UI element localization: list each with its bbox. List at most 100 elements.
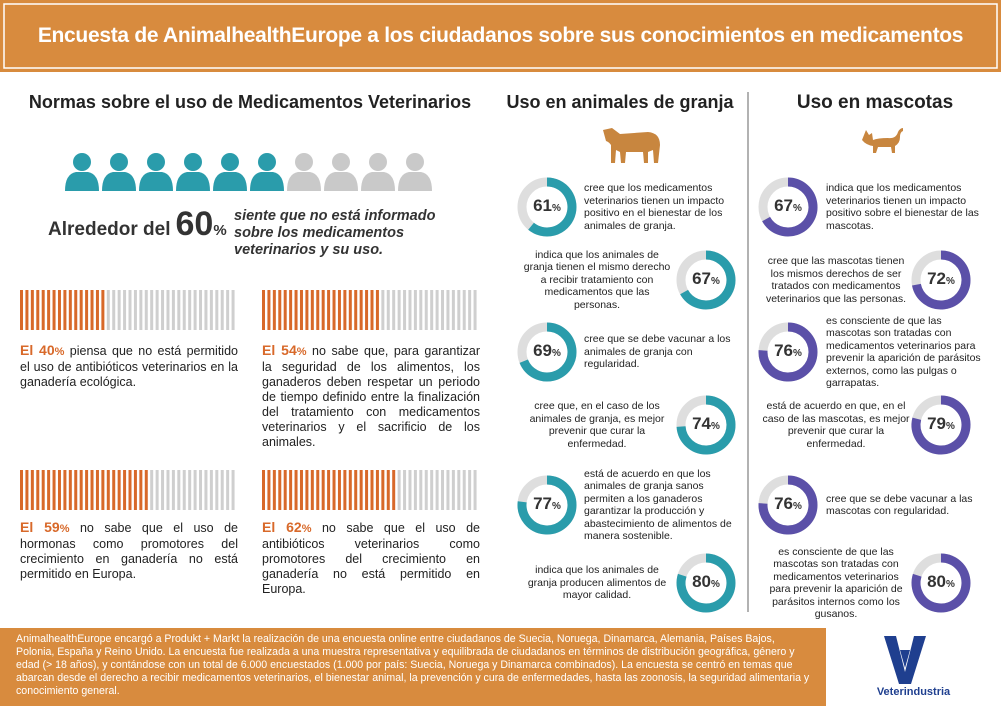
stripe-empty (397, 290, 401, 330)
item-text: es consciente de que las mascotas son tr… (762, 543, 910, 623)
stripe-filled (95, 290, 99, 330)
stripe-filled (25, 290, 29, 330)
stripe-filled (348, 290, 352, 330)
donut-arc (517, 475, 577, 535)
stripe-filled (354, 470, 358, 510)
stripe-empty (441, 290, 445, 330)
donut-unit: % (793, 203, 802, 214)
headline-value: 60 (175, 205, 214, 243)
person-icon (176, 153, 210, 191)
stripe-filled (41, 470, 45, 510)
stripe-filled (294, 290, 298, 330)
donut-value: 67 (774, 196, 793, 215)
stat-highlight: El 59% (20, 519, 69, 536)
stripe-empty (220, 290, 224, 330)
logo-mark (884, 636, 926, 684)
person-icon (65, 153, 99, 191)
stripe-empty (381, 290, 385, 330)
person-body (176, 172, 210, 191)
donut-unit: % (552, 348, 561, 359)
stat-text: El 54% no sabe que, para garantizar la s… (262, 343, 480, 450)
stripe-filled (370, 470, 374, 510)
stripe-empty (171, 470, 175, 510)
stripe-filled (133, 470, 137, 510)
stripe-empty (424, 470, 428, 510)
stripe-filled (57, 470, 61, 510)
stripe-empty (155, 290, 159, 330)
donut-unit: % (711, 421, 720, 432)
stripe-empty (117, 290, 121, 330)
stripe-filled (47, 470, 51, 510)
stripe-filled (289, 470, 293, 510)
stripe-filled (359, 470, 363, 510)
donut-label: 74% (676, 414, 736, 434)
stripe-filled (283, 470, 287, 510)
stat-prefix: El (20, 342, 34, 358)
item-description: es consciente de que las mascotas son tr… (826, 314, 981, 390)
item-description: indica que los medicamentos veterinarios… (826, 182, 979, 232)
stripe-filled (128, 470, 132, 510)
stripe-empty (457, 470, 461, 510)
section-heading: Normas sobre el uso de Medicamentos Vete… (28, 92, 472, 112)
stripe-filled (139, 470, 143, 510)
stat-description: no sabe que el uso de antibióticos veter… (262, 521, 480, 596)
donut-arc (528, 177, 577, 237)
stripe-empty (182, 290, 186, 330)
person-icon (250, 153, 284, 191)
stripe-filled (52, 470, 56, 510)
stripe-filled (90, 470, 94, 510)
item-text: está de acuerdo en que, en el caso de la… (762, 385, 910, 465)
stripe-filled (321, 470, 325, 510)
stripe-filled (327, 470, 331, 510)
stripe-empty (199, 290, 203, 330)
stripe-filled (359, 290, 363, 330)
item-description: indica que los animales de granja produc… (527, 564, 667, 602)
item-text: indica que los animales de granja tienen… (522, 240, 672, 320)
stripe-filled (144, 470, 148, 510)
stripe-empty (446, 470, 450, 510)
stripe-empty (413, 290, 417, 330)
stripe-filled (20, 290, 23, 330)
stripe-filled (63, 290, 67, 330)
stripe-filled (365, 470, 369, 510)
stripe-empty (397, 470, 401, 510)
stripe-filled (123, 470, 127, 510)
stripe-filled (289, 290, 293, 330)
stripe-filled (68, 470, 72, 510)
stripe-empty (435, 470, 439, 510)
stripe-empty (408, 470, 412, 510)
donut-unit: % (946, 421, 955, 432)
stripe-empty (204, 290, 208, 330)
stripe-empty (430, 470, 434, 510)
donut-arc (676, 395, 736, 455)
item-text: indica que los medicamentos veterinarios… (826, 167, 986, 247)
stripe-empty (457, 290, 461, 330)
stripe-filled (316, 290, 320, 330)
donut-label: 80% (676, 572, 736, 592)
stripe-empty (188, 470, 192, 510)
stripe-empty (435, 290, 439, 330)
person-icon (398, 153, 432, 191)
donut-value: 72 (927, 269, 946, 288)
item-description: cree que se debe vacunar a los animales … (584, 333, 731, 371)
cat-icon (862, 128, 903, 153)
stripe-filled (52, 290, 56, 330)
stripe-empty (462, 290, 466, 330)
stripe-filled (95, 470, 99, 510)
donut-arc (676, 553, 736, 613)
stat-description: no sabe que el uso de hormonas como prom… (20, 521, 238, 581)
stripe-filled (354, 290, 358, 330)
footer-text: AnimalhealthEurope encargó a Produkt + M… (16, 633, 810, 697)
item-text: indica que los animales de granja produc… (522, 543, 672, 623)
stripe-filled (370, 290, 374, 330)
item-description: cree que se debe vacunar a las mascotas … (826, 492, 973, 518)
stripe-filled (74, 470, 78, 510)
stripe-empty (150, 470, 154, 510)
donut-unit: % (711, 276, 720, 287)
stripe-filled (392, 470, 396, 510)
donut-value: 77 (533, 494, 552, 513)
stripe-empty (188, 290, 192, 330)
stripe-empty (446, 290, 450, 330)
donut-unit: % (946, 276, 955, 287)
